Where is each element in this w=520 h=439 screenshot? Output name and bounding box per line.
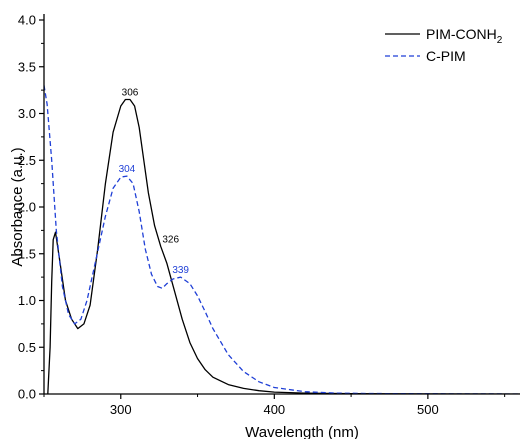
y-tick-label: 2.5 (18, 153, 36, 168)
series-line-1 (44, 85, 520, 394)
annotations: 306 326 304 339 (119, 87, 190, 276)
x-axis-title: Wavelength (nm) (245, 424, 359, 439)
x-tick-label: 300 (110, 402, 132, 417)
y-tick-label: 3.5 (18, 59, 36, 74)
y-tick-label: 4.0 (18, 13, 36, 28)
y-tick-label: 2.0 (18, 200, 36, 215)
y-tick-label: 0.0 (18, 387, 36, 402)
legend-label-1: C-PIM (426, 48, 466, 64)
peak-label: 306 (122, 87, 139, 98)
series-line-0 (47, 98, 520, 394)
axes: 0.0 0.5 1.0 1.5 2.0 2.5 3.0 3.5 4.0 300 400 500 (18, 13, 520, 417)
x-tick-label: 500 (417, 402, 439, 417)
y-axis-title: Absorbance (a.u.) (9, 147, 26, 266)
y-tick-label: 1.0 (18, 293, 36, 308)
y-tick-label: 1.5 (18, 246, 36, 261)
legend-subscript: 2 (497, 35, 503, 46)
x-tick-label: 400 (263, 402, 285, 417)
y-tick-label: 3.0 (18, 106, 36, 121)
peak-label: 326 (162, 234, 179, 245)
legend-label-0: PIM-CONH2 (426, 26, 503, 46)
legend: PIM-CONH2 C-PIM (385, 26, 503, 64)
y-tick-label: 0.5 (18, 340, 36, 355)
peak-label: 304 (119, 164, 136, 175)
peak-label: 339 (172, 265, 189, 276)
series-group (44, 85, 520, 394)
